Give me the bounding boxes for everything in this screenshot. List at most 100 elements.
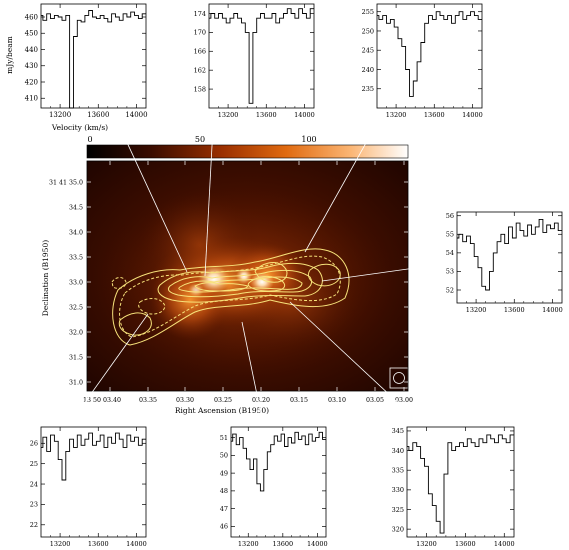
map-y-tick-label: 31 41 35.0 xyxy=(49,179,83,186)
x-tick-label: 13600 xyxy=(455,540,476,548)
y-tick-label: 49 xyxy=(220,469,228,477)
y-tick-label: 50 xyxy=(220,452,228,460)
pointer-line-middle-right xyxy=(321,261,459,282)
colorbar-tick-100: 100 xyxy=(301,135,316,144)
x-tick-label: 13200 xyxy=(416,540,437,548)
x-tick-label: 14000 xyxy=(542,306,563,314)
panel-frame xyxy=(40,426,147,538)
map-x-tick-label: 13 50 03.40 xyxy=(83,397,121,404)
spectrum-line xyxy=(231,431,326,492)
y-tick-label: 25 xyxy=(30,460,38,468)
map-y-tick-label: 34.5 xyxy=(69,204,83,211)
panel-frame xyxy=(40,3,147,109)
panel-frame xyxy=(208,3,315,109)
spectrum-panel-top-left: 13200 13600 14000 410 420 430 440 450 460 xyxy=(25,3,148,119)
spectrum-line xyxy=(41,432,146,481)
y-tick-label: 24 xyxy=(30,480,38,488)
y-tick-label: 320 xyxy=(392,525,404,533)
spectrum-line xyxy=(377,11,482,97)
map-y-axis-label: Declination (B1950) xyxy=(41,240,50,316)
spectrum-panel-top-center: 13200 13600 14000 158 162 166 170 174 xyxy=(194,3,315,119)
map-y-tick-label: 32.5 xyxy=(69,304,83,311)
y-tick-label: 51 xyxy=(220,434,228,442)
y-tick-label: 410 xyxy=(25,95,38,103)
x-tick-label: 13200 xyxy=(238,540,259,548)
velocity-axis-label: Velocity (km/s) xyxy=(51,123,108,132)
x-tick-label: 14000 xyxy=(126,540,147,548)
x-tick-label: 14000 xyxy=(307,540,328,548)
colorbar: 0 50 100 xyxy=(86,135,409,159)
map-x-tick-label: 03.20 xyxy=(252,397,270,404)
panel-frame xyxy=(406,426,515,538)
spectrum-line xyxy=(209,8,314,104)
pointer-line-top-right xyxy=(304,99,391,253)
x-tick-label: 13600 xyxy=(272,540,293,548)
x-tick-label: 13200 xyxy=(466,306,487,314)
colorbar-gradient xyxy=(86,144,409,159)
y-tick-label: 340 xyxy=(392,447,404,455)
y-tick-label: 460 xyxy=(25,13,38,21)
y-tick-label: 53 xyxy=(446,268,454,276)
map-x-tick-label: 03.15 xyxy=(290,397,308,404)
colorbar-tick-50: 50 xyxy=(195,135,205,144)
y-tick-label: 55 xyxy=(446,231,454,239)
x-tick-label: 13200 xyxy=(50,540,71,548)
spectrum-panel-bottom-center: 13200 13600 14000 46 47 48 49 50 51 xyxy=(220,426,328,548)
y-tick-label: 170 xyxy=(194,29,206,37)
x-tick-label: 13600 xyxy=(424,111,445,119)
y-tick-label: 450 xyxy=(25,30,38,38)
x-tick-label: 13200 xyxy=(218,111,239,119)
y-tick-label: 420 xyxy=(25,78,38,86)
map-y-tick-label: 31.5 xyxy=(69,354,83,361)
x-tick-label: 13200 xyxy=(49,111,71,119)
pointer-line-top-center xyxy=(204,89,216,277)
y-tick-label: 23 xyxy=(30,501,38,509)
spectrum-line xyxy=(41,10,146,109)
y-tick-label: 325 xyxy=(392,506,404,514)
y-tick-label: 235 xyxy=(362,85,374,93)
y-tick-label: 240 xyxy=(362,66,374,74)
y-tick-label: 162 xyxy=(194,66,206,74)
y-tick-label: 440 xyxy=(25,46,38,54)
y-tick-label: 26 xyxy=(30,440,38,448)
x-tick-label: 13600 xyxy=(87,111,109,119)
x-tick-label: 13600 xyxy=(256,111,277,119)
y-tick-label: 56 xyxy=(446,212,454,220)
y-tick-label: 22 xyxy=(30,521,38,529)
pointer-line-top-left xyxy=(104,94,188,273)
x-tick-label: 13600 xyxy=(88,540,109,548)
map-y-tick-label: 34.0 xyxy=(69,229,83,236)
x-tick-label: 13200 xyxy=(386,111,407,119)
pointer-line-bottom-right xyxy=(289,301,439,441)
y-tick-label: 345 xyxy=(392,427,404,435)
y-tick-label: 48 xyxy=(220,487,228,495)
spectrum-panel-top-right: 13200 13600 14000 235 240 245 250 255 xyxy=(362,3,483,119)
map-x-tick-label: 03.30 xyxy=(176,397,194,404)
y-tick-label: 255 xyxy=(362,8,374,16)
x-tick-label: 13600 xyxy=(504,306,525,314)
map-y-tick-label: 33.5 xyxy=(69,254,83,261)
panel-frame xyxy=(230,426,327,538)
spectrum-line xyxy=(457,218,562,291)
spectrum-panel-bottom-left: 13200 13600 14000 22 23 24 25 26 xyxy=(30,426,147,548)
y-tick-label: 250 xyxy=(362,27,374,35)
y-tick-label: 166 xyxy=(194,48,206,56)
x-tick-label: 14000 xyxy=(294,111,315,119)
y-tick-label: 330 xyxy=(392,486,404,494)
map-x-tick-label: 03.10 xyxy=(328,397,346,404)
map-x-tick-label: 03.35 xyxy=(139,397,157,404)
map-frame xyxy=(86,160,409,392)
pointer-line-bottom-left xyxy=(57,313,149,441)
map-y-tick-label: 31.0 xyxy=(69,379,83,386)
spectrum-panel-middle-right: 13200 13600 14000 52 53 54 55 56 xyxy=(446,211,563,314)
y-tick-label: 245 xyxy=(362,47,374,55)
y-tick-label: 335 xyxy=(392,467,404,475)
pointer-lines xyxy=(57,89,459,449)
x-tick-label: 14000 xyxy=(462,111,483,119)
radio-map: 13 50 03.40 03.35 03.30 03.25 03.20 03.15 03.1… xyxy=(41,160,413,415)
map-x-tick-label: 03.05 xyxy=(366,397,384,404)
x-tick-label: 14000 xyxy=(125,111,147,119)
map-y-tick-label: 32.0 xyxy=(69,329,83,336)
y-tick-label: 174 xyxy=(194,10,206,18)
